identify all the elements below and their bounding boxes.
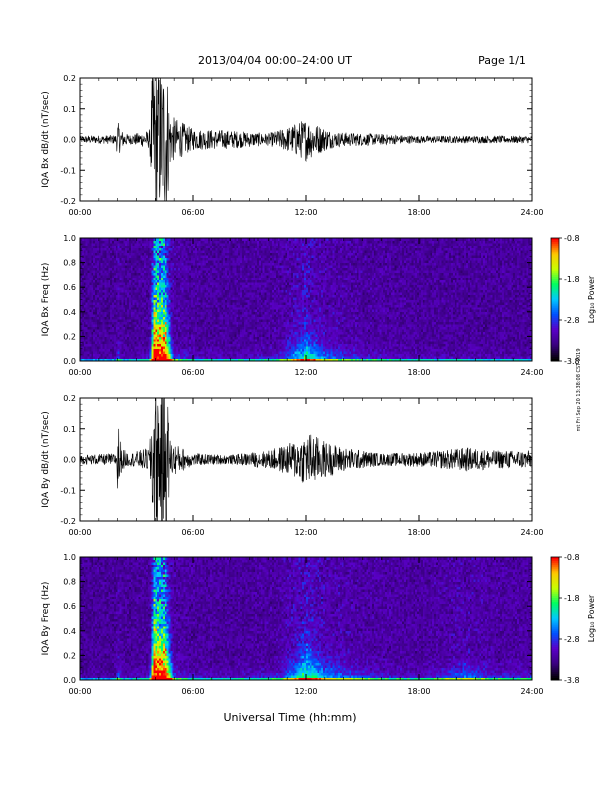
page-number: Page 1/1 [478,54,526,67]
y-tick-label: 0.1 [63,105,76,114]
x-tick-label: 06:00 [181,208,204,217]
panels: 00:00 06:00 12:00 18:00 24:00 0.2 0.1 0.0 -0.1 -0… [41,64,596,696]
x-tick-label: 18:00 [407,208,430,217]
y-tick-label: 0.2 [63,74,76,83]
x-tick-label: 12:00 [294,208,317,217]
x-tick-label: 24:00 [520,208,543,217]
page-title: 2013/04/04 00:00–24:00 UT [198,54,352,67]
y-tick-label: 0.0 [63,136,76,145]
x-axis-title: Universal Time (hh:mm) [224,711,357,724]
spectrogram-cells [80,238,532,361]
y-tick-label: -0.1 [60,166,76,175]
panel-1: 00:00 06:00 12:00 18:00 24:00 0.2 0.1 0.0 -0.1 -0… [41,64,544,217]
y-axis-label: IQA Bx dB/dt (nT/sec) [41,91,51,188]
y-tick-label: -0.2 [60,197,76,206]
x-tick-label: 00:00 [68,208,91,217]
